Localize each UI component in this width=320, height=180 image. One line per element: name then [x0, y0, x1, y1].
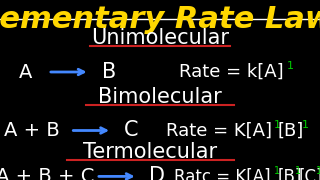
Text: 1: 1: [274, 166, 280, 176]
Text: 1: 1: [274, 120, 281, 130]
Text: Unimolecular: Unimolecular: [91, 28, 229, 48]
Text: Rate = k[A]: Rate = k[A]: [179, 63, 284, 81]
Text: 1: 1: [295, 166, 301, 176]
Text: A + B + C: A + B + C: [0, 167, 94, 180]
Text: Termolecular: Termolecular: [83, 142, 218, 162]
Text: [C]: [C]: [298, 167, 320, 180]
Text: 1: 1: [286, 61, 293, 71]
Text: 1: 1: [316, 166, 320, 176]
Text: C: C: [124, 120, 139, 141]
Text: Rate = K[A]: Rate = K[A]: [166, 122, 272, 140]
Text: A + B: A + B: [4, 121, 60, 140]
Text: 1: 1: [302, 120, 309, 130]
Text: [B]: [B]: [278, 122, 304, 140]
Text: D: D: [149, 166, 165, 180]
Text: A: A: [19, 62, 32, 82]
Text: [B]: [B]: [277, 167, 302, 180]
Text: Ratc = K[A]: Ratc = K[A]: [174, 167, 271, 180]
Text: Elementary Rate Laws: Elementary Rate Laws: [0, 5, 320, 34]
Text: B: B: [102, 62, 116, 82]
Text: Bimolecular: Bimolecular: [98, 87, 222, 107]
